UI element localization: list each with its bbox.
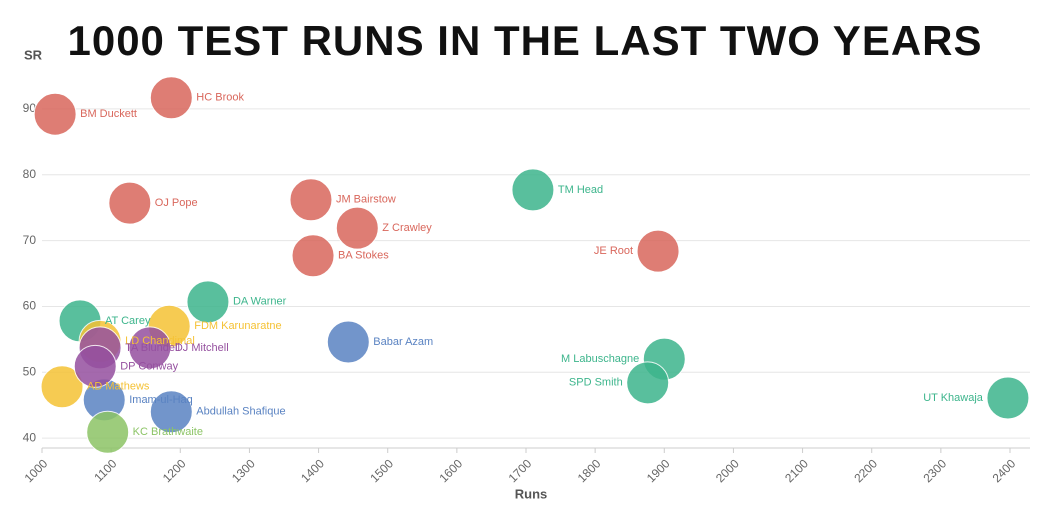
x-tick-label: 2200 — [851, 456, 880, 485]
x-tick-label: 2000 — [713, 456, 742, 485]
x-tick-label: 1600 — [436, 456, 465, 485]
bubble — [149, 390, 193, 434]
data-label: BM Duckett — [80, 108, 137, 120]
bubbles — [33, 76, 1030, 454]
bubble — [291, 234, 335, 278]
data-label: Imam-ul-Haq — [129, 394, 193, 406]
bubble — [335, 206, 379, 250]
bubble — [186, 280, 230, 324]
data-label: SPD Smith — [569, 377, 623, 389]
data-label: Babar Azam — [373, 336, 433, 348]
bubble — [636, 229, 680, 273]
data-label: HC Brook — [196, 92, 244, 104]
x-tick-label: 1700 — [506, 456, 535, 485]
y-tick-label: 60 — [23, 299, 37, 313]
data-label: LD Chandimal — [125, 335, 195, 347]
y-tick-label: 50 — [23, 364, 37, 378]
data-label: TM Head — [558, 184, 603, 196]
data-label: TA Blundell — [125, 342, 180, 354]
x-tick-label: 1900 — [644, 456, 673, 485]
y-tick-label: 80 — [23, 167, 37, 181]
x-tick-label: 1100 — [91, 456, 119, 484]
data-label: BA Stokes — [338, 250, 389, 262]
chart-title: 1000 TEST RUNS IN THE LAST TWO YEARS — [67, 17, 982, 64]
data-label: DP Conway — [120, 360, 178, 372]
data-label: Abdullah Shafique — [196, 406, 285, 418]
data-label: DJ Mitchell — [175, 342, 229, 354]
data-label: JM Bairstow — [336, 194, 396, 206]
bubble — [73, 344, 117, 388]
data-label: AT Carey — [105, 315, 151, 327]
bubble — [326, 320, 370, 364]
x-tick-label: 2300 — [920, 456, 949, 485]
x-tick-label: 2400 — [990, 456, 1019, 485]
data-label: FDM Karunaratne — [194, 320, 281, 332]
bubble — [289, 178, 333, 222]
bubble — [149, 76, 193, 120]
data-label: M Labuschagne — [561, 353, 639, 365]
bubble — [511, 168, 555, 212]
bubble — [108, 181, 152, 225]
y-axis-title: SR — [24, 47, 43, 62]
x-axis-title: Runs — [515, 486, 548, 501]
grid — [42, 108, 1030, 439]
data-label: Z Crawley — [382, 222, 432, 234]
bubble — [128, 326, 172, 370]
data-label: AD Mathews — [87, 381, 150, 393]
data-label: KC Brathwaite — [133, 426, 203, 438]
y-tick-label: 70 — [23, 233, 37, 247]
bubble — [626, 361, 670, 405]
data-label: JE Root — [594, 245, 633, 257]
bubble — [40, 365, 84, 409]
x-tick-label: 1300 — [229, 456, 258, 485]
data-label: DA Warner — [233, 296, 287, 308]
x-tick-label: 1200 — [160, 456, 189, 485]
x-tick-label: 2100 — [782, 456, 811, 485]
bubble — [33, 92, 77, 136]
data-label: OJ Pope — [155, 197, 198, 209]
y-tick-label: 90 — [23, 101, 37, 115]
bubble — [86, 410, 130, 454]
y-tick-label: 40 — [23, 430, 37, 444]
x-tick-label: 1800 — [575, 456, 604, 485]
x-tick-label: 1500 — [367, 456, 396, 485]
x-tick-label: 1400 — [298, 456, 327, 485]
bubble — [986, 376, 1030, 420]
labels: BM Duckett HC Brook OJ Pope JM Bairstow Z Cr… — [80, 92, 984, 438]
x-tick-label: 1000 — [22, 456, 51, 485]
data-label: UT Khawaja — [923, 392, 984, 404]
